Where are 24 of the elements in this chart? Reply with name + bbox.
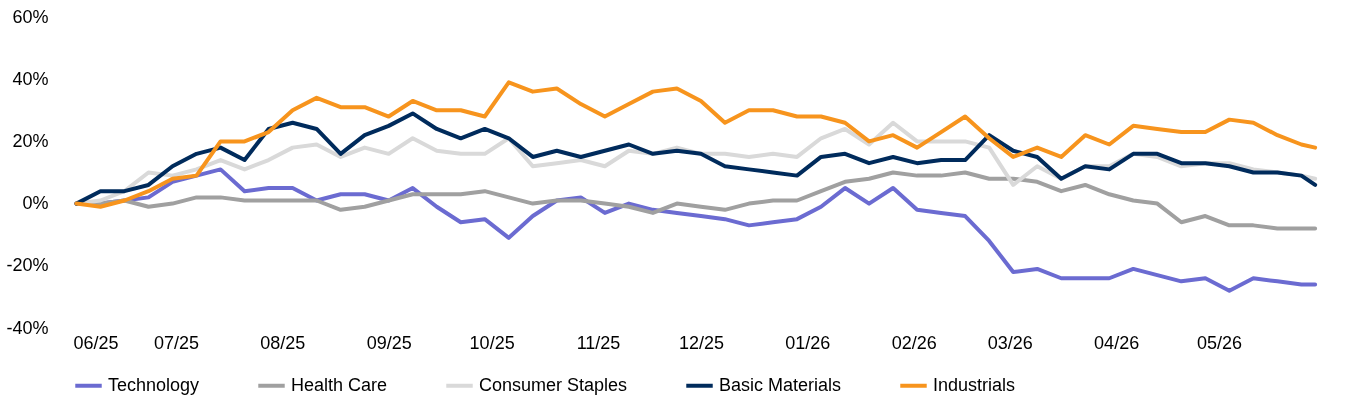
line-series [74, 80, 1318, 209]
x-tick-label: 12/25 [678, 332, 724, 353]
y-tick-label: 60% [12, 6, 49, 27]
legend-label: Basic Materials [719, 374, 842, 395]
legend-label: Health Care [291, 374, 388, 395]
y-tick-label: 0% [22, 193, 49, 214]
x-tick-label: 02/26 [891, 332, 937, 353]
legend-label: Technology [108, 374, 200, 395]
y-tick-label: 40% [12, 68, 49, 89]
x-tick-label: 03/26 [987, 332, 1033, 353]
y-tick-label: -40% [6, 317, 49, 338]
y-tick-label: -20% [6, 255, 49, 276]
y-tick-label: 20% [12, 130, 49, 151]
x-tick-label: 05/26 [1197, 332, 1243, 353]
x-tick-label: 06/25 [73, 332, 119, 353]
x-tick-label: 10/25 [469, 332, 515, 353]
legend-label: Consumer Staples [479, 374, 628, 395]
x-tick-label: 04/26 [1094, 332, 1140, 353]
x-tick-label: 08/25 [260, 332, 306, 353]
x-tick-label: 09/25 [366, 332, 412, 353]
legend-label: Industrials [933, 374, 1016, 395]
x-tick-label: 07/25 [153, 332, 199, 353]
x-tick-label: 11/25 [576, 332, 621, 353]
x-tick-label: 01/26 [785, 332, 831, 353]
